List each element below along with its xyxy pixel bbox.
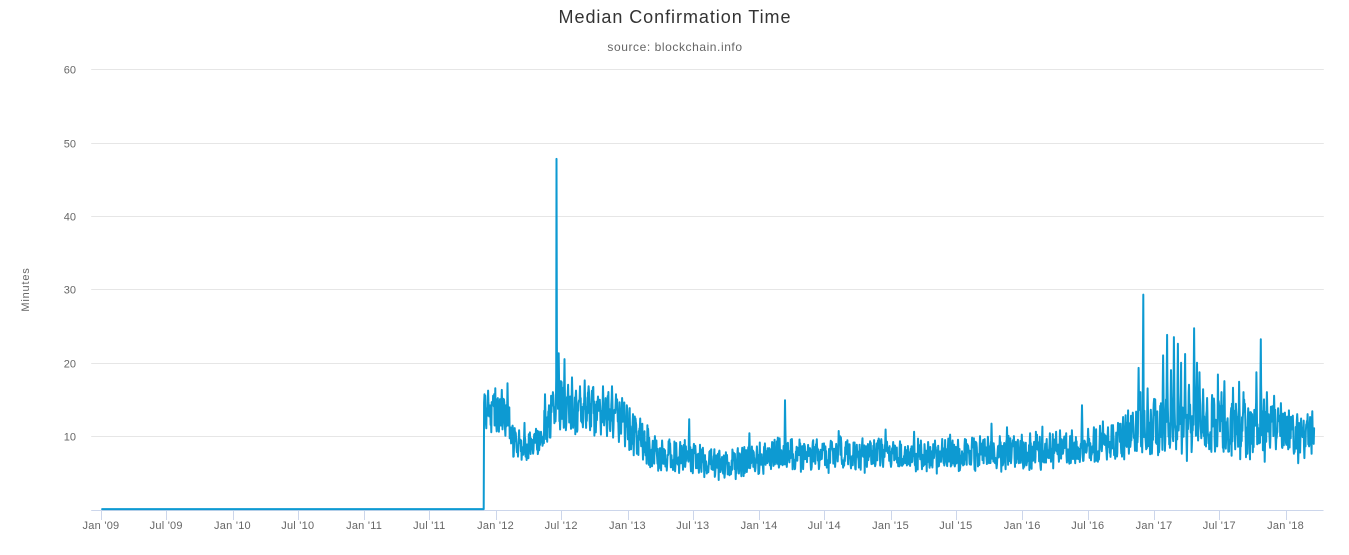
svg-text:Jul '10: Jul '10 bbox=[281, 520, 314, 532]
svg-text:Jan '09: Jan '09 bbox=[83, 520, 120, 532]
svg-text:50: 50 bbox=[64, 139, 76, 151]
svg-text:Jul '09: Jul '09 bbox=[150, 520, 183, 532]
svg-text:Jan '11: Jan '11 bbox=[346, 520, 382, 532]
svg-text:Jul '14: Jul '14 bbox=[808, 520, 841, 532]
svg-text:Jul '13: Jul '13 bbox=[676, 520, 709, 532]
svg-text:Jul '11: Jul '11 bbox=[413, 520, 445, 532]
svg-text:20: 20 bbox=[64, 359, 76, 371]
svg-text:60: 60 bbox=[64, 65, 76, 77]
svg-text:Jan '17: Jan '17 bbox=[1136, 520, 1173, 532]
svg-text:Jul '15: Jul '15 bbox=[939, 520, 972, 532]
svg-text:30: 30 bbox=[64, 285, 76, 297]
svg-text:Jan '12: Jan '12 bbox=[477, 520, 514, 532]
svg-text:Jan '13: Jan '13 bbox=[609, 520, 646, 532]
svg-text:Jul '17: Jul '17 bbox=[1203, 520, 1236, 532]
svg-text:Jan '15: Jan '15 bbox=[872, 520, 909, 532]
svg-text:Jan '18: Jan '18 bbox=[1267, 520, 1304, 532]
svg-text:Jan '14: Jan '14 bbox=[741, 520, 778, 532]
svg-text:Jan '16: Jan '16 bbox=[1004, 520, 1041, 532]
svg-text:Median Confirmation Time: Median Confirmation Time bbox=[559, 7, 792, 27]
svg-text:Jul '12: Jul '12 bbox=[545, 520, 578, 532]
svg-text:Jan '10: Jan '10 bbox=[214, 520, 251, 532]
svg-text:Jul '16: Jul '16 bbox=[1071, 520, 1104, 532]
svg-text:Minutes: Minutes bbox=[20, 267, 32, 311]
svg-text:40: 40 bbox=[64, 212, 76, 224]
svg-text:source: blockchain.info: source: blockchain.info bbox=[607, 40, 742, 54]
svg-text:10: 10 bbox=[64, 432, 76, 444]
